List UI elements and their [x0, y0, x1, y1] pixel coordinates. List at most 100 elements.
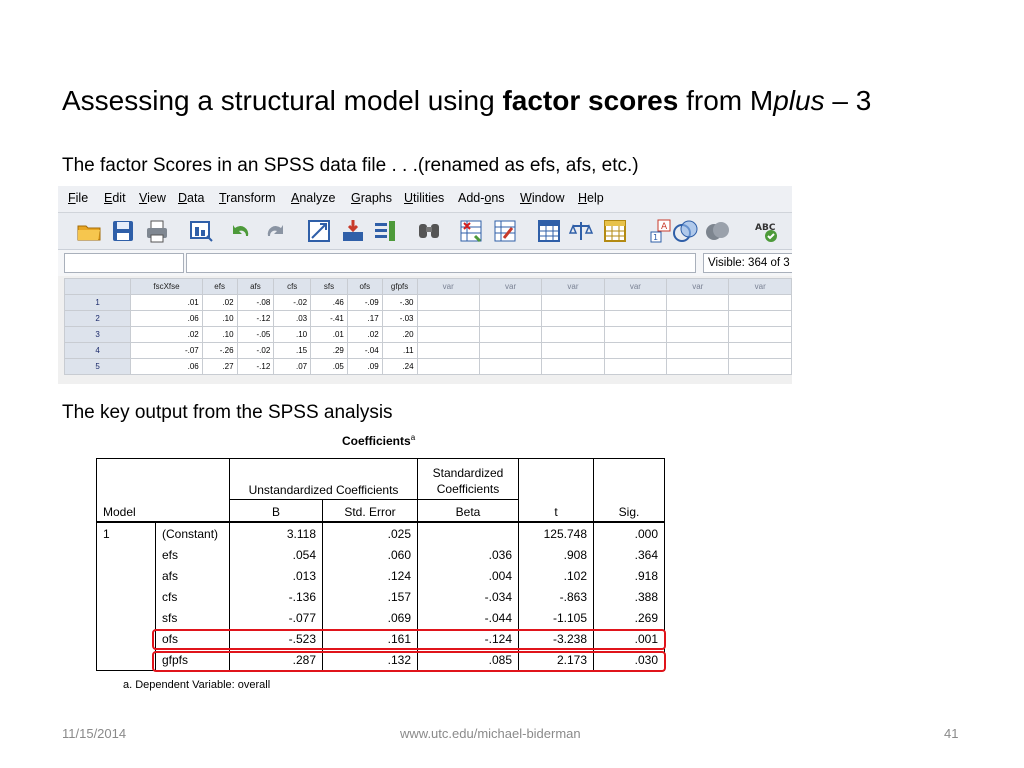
use-variable-sets-icon[interactable] — [672, 218, 698, 244]
empty-cell[interactable] — [416, 326, 480, 343]
data-cell[interactable]: .06 — [130, 310, 203, 327]
empty-cell[interactable] — [603, 294, 668, 311]
variables-icon[interactable] — [372, 218, 398, 244]
column-header-var[interactable]: var — [666, 278, 730, 295]
show-all-variables-icon[interactable] — [704, 218, 730, 244]
data-cell[interactable]: .10 — [201, 310, 238, 327]
menu-addons[interactable]: Add-ons — [458, 191, 505, 205]
data-cell[interactable]: .01 — [310, 326, 348, 343]
column-header-var[interactable]: var — [416, 278, 480, 295]
empty-cell[interactable] — [603, 358, 668, 375]
empty-cell[interactable] — [666, 310, 730, 327]
column-header[interactable]: afs — [236, 278, 275, 295]
data-cell[interactable]: .02 — [346, 326, 383, 343]
empty-cell[interactable] — [416, 294, 480, 311]
menu-file[interactable]: File — [68, 191, 89, 205]
empty-cell[interactable] — [666, 294, 730, 311]
save-icon[interactable] — [110, 218, 136, 244]
empty-cell[interactable] — [603, 326, 668, 343]
data-cell[interactable]: -.12 — [236, 358, 275, 375]
go-to-case-icon[interactable] — [306, 218, 332, 244]
data-cell[interactable]: .07 — [273, 358, 312, 375]
column-header[interactable]: efs — [201, 278, 238, 295]
insert-cases-icon[interactable] — [458, 218, 484, 244]
empty-cell[interactable] — [416, 342, 480, 359]
data-cell[interactable]: -.41 — [310, 310, 348, 327]
data-cell[interactable]: -.04 — [346, 342, 383, 359]
empty-cell[interactable] — [416, 358, 480, 375]
data-cell[interactable]: .02 — [201, 294, 238, 311]
empty-cell[interactable] — [728, 294, 792, 311]
empty-cell[interactable] — [478, 358, 543, 375]
data-cell[interactable]: .11 — [381, 342, 418, 359]
data-cell[interactable]: .09 — [346, 358, 383, 375]
data-cell[interactable]: .06 — [130, 358, 203, 375]
data-cell[interactable]: -.26 — [201, 342, 238, 359]
data-cell[interactable]: .01 — [130, 294, 203, 311]
menu-window[interactable]: Window — [520, 191, 565, 205]
menu-edit[interactable]: Edit — [104, 191, 126, 205]
data-cell[interactable]: .27 — [201, 358, 238, 375]
column-header-var[interactable]: var — [728, 278, 792, 295]
menu-graphs[interactable]: Graphs — [351, 191, 393, 205]
data-cell[interactable]: .10 — [201, 326, 238, 343]
cell-value-field[interactable] — [186, 253, 696, 273]
empty-cell[interactable] — [478, 342, 543, 359]
empty-cell[interactable] — [541, 294, 605, 311]
column-header[interactable]: fscXfse — [130, 278, 203, 295]
empty-cell[interactable] — [541, 358, 605, 375]
column-header-var[interactable]: var — [603, 278, 668, 295]
spell-check-icon[interactable]: ABC — [754, 218, 780, 244]
empty-cell[interactable] — [478, 294, 543, 311]
data-cell[interactable]: -.07 — [130, 342, 203, 359]
menu-data[interactable]: Data — [178, 191, 205, 205]
empty-cell[interactable] — [666, 342, 730, 359]
column-header[interactable]: sfs — [310, 278, 348, 295]
recall-dialog-icon[interactable] — [188, 218, 214, 244]
menu-view[interactable]: View — [139, 191, 166, 205]
menu-analyze[interactable]: Analyze — [291, 191, 336, 205]
weight-cases-icon[interactable] — [568, 218, 594, 244]
row-number[interactable]: 5 — [63, 358, 132, 375]
insert-variable-icon[interactable] — [492, 218, 518, 244]
data-cell[interactable]: .03 — [273, 310, 312, 327]
column-header-var[interactable]: var — [478, 278, 543, 295]
data-cell[interactable]: -.30 — [381, 294, 418, 311]
value-labels-icon[interactable]: A1 — [648, 218, 674, 244]
data-cell[interactable]: -.05 — [236, 326, 275, 343]
empty-cell[interactable] — [603, 342, 668, 359]
data-cell[interactable]: .15 — [273, 342, 312, 359]
empty-cell[interactable] — [728, 310, 792, 327]
data-cell[interactable]: -.08 — [236, 294, 275, 311]
row-number[interactable]: 2 — [63, 310, 132, 327]
empty-cell[interactable] — [666, 326, 730, 343]
undo-icon[interactable] — [228, 218, 254, 244]
data-cell[interactable]: .05 — [310, 358, 348, 375]
row-number[interactable]: 3 — [63, 326, 132, 343]
print-icon[interactable] — [144, 218, 170, 244]
go-to-variable-icon[interactable] — [340, 218, 366, 244]
data-cell[interactable]: -.02 — [236, 342, 275, 359]
data-cell[interactable]: .46 — [310, 294, 348, 311]
row-number[interactable]: 1 — [63, 294, 132, 311]
column-header[interactable]: cfs — [273, 278, 312, 295]
column-header-var[interactable]: var — [541, 278, 605, 295]
data-cell[interactable]: -.02 — [273, 294, 312, 311]
data-cell[interactable]: -.12 — [236, 310, 275, 327]
menu-transform[interactable]: Transform — [219, 191, 276, 205]
data-cell[interactable]: .20 — [381, 326, 418, 343]
data-cell[interactable]: -.03 — [381, 310, 418, 327]
data-cell[interactable]: .02 — [130, 326, 203, 343]
data-cell[interactable]: .10 — [273, 326, 312, 343]
column-header[interactable]: ofs — [346, 278, 383, 295]
empty-cell[interactable] — [541, 342, 605, 359]
empty-cell[interactable] — [541, 326, 605, 343]
empty-cell[interactable] — [666, 358, 730, 375]
empty-cell[interactable] — [728, 358, 792, 375]
empty-cell[interactable] — [603, 310, 668, 327]
menu-help[interactable]: Help — [578, 191, 604, 205]
empty-cell[interactable] — [728, 342, 792, 359]
find-icon[interactable] — [416, 218, 442, 244]
select-cases-icon[interactable] — [602, 218, 628, 244]
empty-cell[interactable] — [541, 310, 605, 327]
